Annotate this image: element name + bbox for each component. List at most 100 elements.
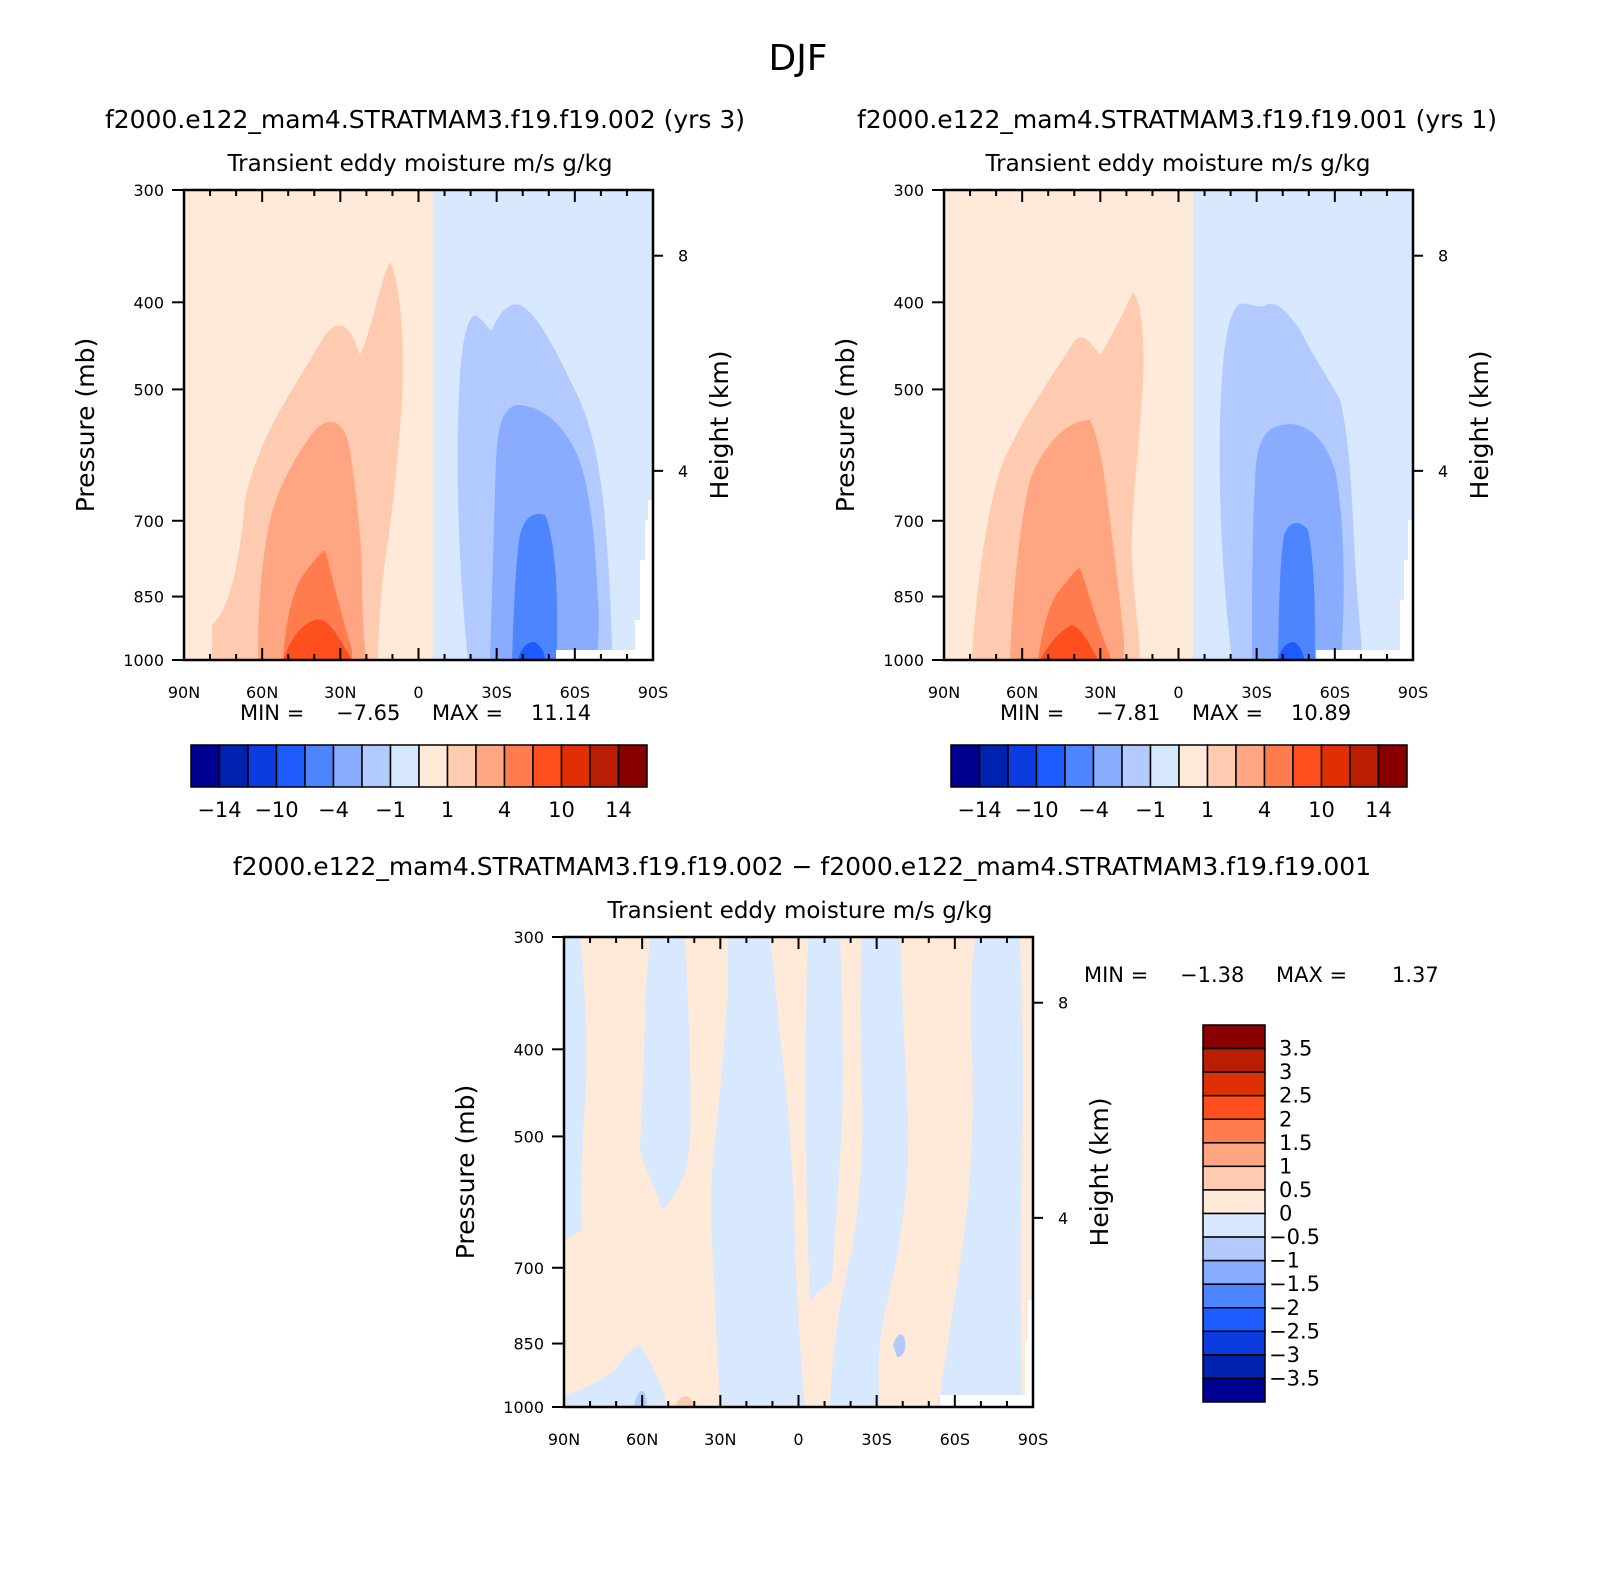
colorbar-label: 4 — [1258, 798, 1271, 822]
contour-neg-spot-1 — [893, 1334, 906, 1358]
y-tick-label: 700 — [513, 1259, 544, 1278]
x-tick-label: 90N — [548, 1430, 580, 1449]
colorbar-label: −10 — [1014, 798, 1058, 822]
colorbar-label: 3.5 — [1279, 1037, 1312, 1061]
colorbar-swatch — [1202, 1307, 1266, 1333]
panel-difference: Transient eddy moisture m/s g/kg 90N 60N 3… — [451, 898, 1439, 1449]
y-tick-label: 500 — [893, 380, 924, 399]
y-axis-label: Pressure (mb) — [71, 338, 100, 512]
colorbar-swatch — [446, 744, 477, 788]
contour-neg-min — [518, 642, 545, 660]
x-tick-label: 30S — [1241, 683, 1272, 702]
colorbar-label: 2 — [1279, 1107, 1292, 1131]
colorbar-swatch — [560, 744, 591, 788]
colorbar-label: 0.5 — [1279, 1178, 1312, 1202]
colorbar-swatch — [190, 744, 221, 788]
colorbar-swatch — [1149, 744, 1180, 788]
y-tick-label: 700 — [133, 512, 164, 531]
contour-region-0-1 — [415, 190, 433, 660]
panel-3-max-label: MAX = — [1276, 963, 1347, 987]
contour-neg-band-nh-mid — [640, 937, 691, 1210]
colorbar-swatch — [1202, 1071, 1266, 1097]
colorbar-label: −2.5 — [1269, 1319, 1320, 1343]
panel-3-colorbar: 3.532.521.510.50−0.5−1−1.5−2−2.5−3−3.5 — [1202, 1024, 1320, 1403]
colorbar-swatch — [1035, 744, 1066, 788]
x-tick-label: 60N — [626, 1430, 658, 1449]
colorbar-swatch — [532, 744, 563, 788]
panel-1-max-label: MAX = — [432, 701, 503, 725]
panel-2-colorbar: −14 −10 −4 −1 1 4 10 14 — [950, 744, 1408, 822]
missing-data-right — [940, 1300, 1033, 1407]
colorbar-swatch — [1202, 1259, 1266, 1285]
colorbar-label: −14 — [957, 798, 1001, 822]
contour-neg-band-sh — [830, 937, 909, 1407]
panel-3-axes: 90N 60N 30N 0 30S 60S 90S 300 400 500 700 850 1000 8 4… — [451, 928, 1114, 1449]
x-tick-label: 90N — [928, 683, 960, 702]
x-tick-label: 30S — [481, 683, 512, 702]
diff-title: f2000.e122_mam4.STRATMAM3.f19.f19.002 − … — [233, 852, 1371, 881]
y-tick-label: 400 — [513, 1040, 544, 1059]
y-tick-label: 500 — [513, 1127, 544, 1146]
panel-2-contour-fill — [944, 190, 1413, 660]
panel-3-min-label: MIN = — [1084, 963, 1148, 987]
height-tick-label: 8 — [678, 247, 688, 266]
contour-region-0-1 — [1168, 190, 1193, 660]
colorbar-label: −0.5 — [1269, 1225, 1320, 1249]
panel-1-min-label: MIN = — [240, 701, 304, 725]
x-tick-label: 0 — [413, 683, 423, 702]
colorbar-label: 2.5 — [1279, 1084, 1312, 1108]
y-tick-label: 1000 — [883, 651, 924, 670]
panel-3-contour-fill — [564, 937, 1033, 1407]
contour-4-7 — [258, 421, 366, 660]
height-axis-label: Height (km) — [1085, 1098, 1114, 1247]
colorbar-swatch — [978, 744, 1009, 788]
colorbar-swatch — [1202, 1094, 1266, 1120]
colorbar-label: 10 — [1308, 798, 1335, 822]
panel-1-max-value: 11.14 — [531, 701, 591, 725]
x-tick-label: 0 — [1173, 683, 1183, 702]
height-tick-label: 4 — [1438, 462, 1448, 481]
top-left-title: f2000.e122_mam4.STRATMAM3.f19.f19.002 (y… — [105, 105, 745, 134]
colorbar-swatch — [1202, 1189, 1266, 1215]
panel-model-002: Transient eddy moisture m/s g/kg 90N 60N 3… — [71, 151, 734, 822]
colorbar-swatch — [1320, 744, 1351, 788]
colorbar-swatch — [1202, 1283, 1266, 1309]
contour-7-10 — [1038, 568, 1110, 660]
colorbar-swatch — [1202, 1118, 1266, 1144]
y-tick-label: 1000 — [123, 651, 164, 670]
colorbar-swatch — [1202, 1330, 1266, 1356]
colorbar-label: 1 — [441, 798, 454, 822]
colorbar-label: 10 — [548, 798, 575, 822]
panel-2-min-label: MIN = — [1000, 701, 1064, 725]
colorbar-label: 14 — [1365, 798, 1392, 822]
colorbar-swatch — [1202, 1212, 1266, 1238]
contour-neg-7-10 — [1278, 523, 1315, 660]
height-tick-label: 4 — [1058, 1209, 1068, 1228]
contour-neg-band-nh-high — [564, 937, 587, 1240]
colorbar-label: −1 — [375, 798, 406, 822]
y-tick-label: 300 — [513, 928, 544, 947]
x-tick-label: 60S — [1320, 683, 1351, 702]
colorbar-swatch — [950, 744, 981, 788]
y-tick-label: 850 — [133, 588, 164, 607]
y-axis-label: Pressure (mb) — [831, 338, 860, 512]
y-tick-label: 850 — [893, 588, 924, 607]
x-tick-label: 60N — [246, 683, 278, 702]
colorbar-swatch — [1202, 1047, 1266, 1073]
x-tick-label: 30N — [704, 1430, 736, 1449]
panel-1-contour-fill — [184, 190, 653, 660]
panel-2-max-label: MAX = — [1192, 701, 1263, 725]
y-tick-label: 500 — [133, 380, 164, 399]
colorbar-swatch — [389, 744, 420, 788]
colorbar-label: −1 — [1269, 1249, 1300, 1273]
y-tick-label: 300 — [133, 181, 164, 200]
colorbar-swatch — [589, 744, 620, 788]
contour-neg-spot-2 — [634, 1390, 647, 1407]
colorbar-swatch — [1292, 744, 1323, 788]
colorbar-label: −4 — [318, 798, 349, 822]
contour-pos-spot — [675, 1396, 694, 1407]
y-tick-label: 300 — [893, 181, 924, 200]
colorbar-label: 3 — [1279, 1060, 1292, 1084]
colorbar-swatch — [1202, 1024, 1266, 1050]
colorbar-swatch — [475, 744, 506, 788]
